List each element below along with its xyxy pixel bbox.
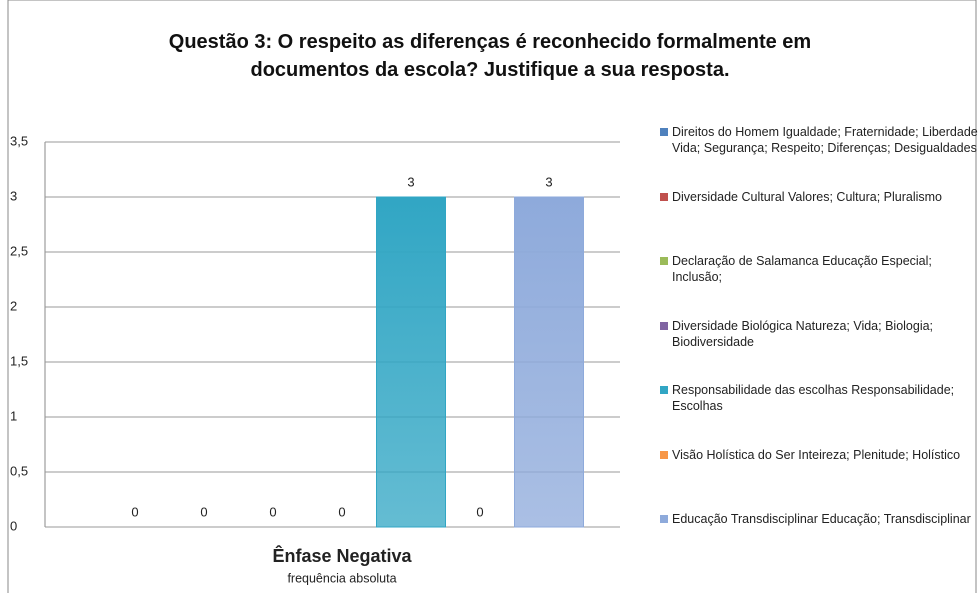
y-tick-label: 3 — [10, 188, 17, 203]
y-tick-label: 2,5 — [10, 243, 28, 258]
x-tick-label: Ênfase Negativa — [272, 545, 412, 566]
y-tick-label: 0,5 — [10, 463, 28, 478]
y-tick-label: 2 — [10, 298, 17, 313]
legend-swatch — [660, 321, 668, 330]
legend-label: Visão Holística do Ser Inteireza; Plenit… — [672, 447, 961, 462]
legend-label: Responsabilidade das escolhas Responsabi… — [672, 383, 955, 413]
data-label: 0 — [476, 504, 483, 519]
data-label: 0 — [338, 504, 345, 519]
data-label: 0 — [269, 504, 276, 519]
data-label: 0 — [131, 504, 138, 519]
border — [7, 0, 977, 593]
legend-swatch — [660, 515, 668, 523]
legend-label: Declaração de Salamanca Educação Especia… — [672, 254, 932, 284]
legend-entry: Direitos do Homem Igualdade; Fraternidad… — [660, 124, 978, 156]
legend-entry: Diversidade Biológica Natureza; Vida; Bi… — [660, 318, 978, 350]
legend-entry: Visão Holística do Ser Inteireza; Plenit… — [660, 447, 978, 463]
y-tick-label: 1 — [10, 408, 17, 423]
legend-label: Diversidade Biológica Natureza; Vida; Bi… — [672, 318, 934, 349]
legend-swatch — [660, 192, 668, 201]
legend-swatch — [660, 128, 668, 136]
x-axis-label: frequência absoluta — [287, 571, 396, 585]
chart-title: Questão 3: O respeito as diferenças é re… — [168, 31, 812, 81]
y-tick-label: 1,5 — [10, 353, 28, 368]
bar — [376, 196, 446, 528]
bar — [514, 196, 584, 528]
legend-entry: Educação Transdisciplinar Educação; Tran… — [660, 511, 978, 527]
legend-swatch — [660, 450, 668, 459]
legend-swatch — [660, 386, 668, 394]
legend-entry: Declaração de Salamanca Educação Especia… — [660, 253, 978, 285]
legend-swatch — [660, 257, 668, 265]
data-label: 0 — [200, 504, 207, 519]
legend-label: Diversidade Cultural Valores; Cultura; P… — [672, 189, 943, 204]
data-label: 3 — [407, 174, 414, 189]
legend-label: Educação Transdisciplinar Educação; Tran… — [672, 512, 971, 526]
legend-label: Direitos do Homem Igualdade; Fraternidad… — [672, 125, 978, 155]
legend-entry: Diversidade Cultural Valores; Cultura; P… — [660, 189, 978, 205]
data-label: 3 — [545, 174, 552, 189]
legend-entry: Responsabilidade das escolhas Responsabi… — [660, 382, 978, 414]
y-tick-label: 3,5 — [10, 133, 28, 148]
y-tick-label: 0 — [10, 518, 17, 533]
